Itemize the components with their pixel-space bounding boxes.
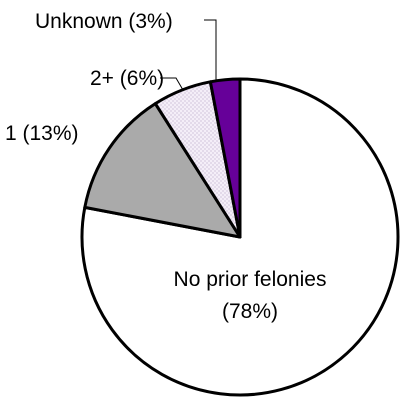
pie-slice-1 (80, 77, 400, 397)
slice-label-line: 1 (13%) (5, 122, 79, 145)
slice-label-3: 2+ (6%) (90, 67, 164, 90)
slice-label-line: No prior felonies (174, 268, 327, 291)
slice-label-4: Unknown (3%) (35, 10, 173, 33)
slice-label-line: Unknown (3%) (35, 10, 173, 33)
slice-label-1: No prior felonies (78%) (174, 268, 327, 323)
slice-label-line: (78%) (222, 300, 278, 323)
leader-line-4 (204, 19, 217, 80)
pie-slice-2 (83, 102, 242, 239)
leader-line-3 (160, 77, 184, 91)
slice-label-line: 2+ (6%) (90, 67, 164, 90)
pie-slice-4 (208, 77, 242, 239)
slice-label-2: 1 (13%) (5, 122, 79, 145)
